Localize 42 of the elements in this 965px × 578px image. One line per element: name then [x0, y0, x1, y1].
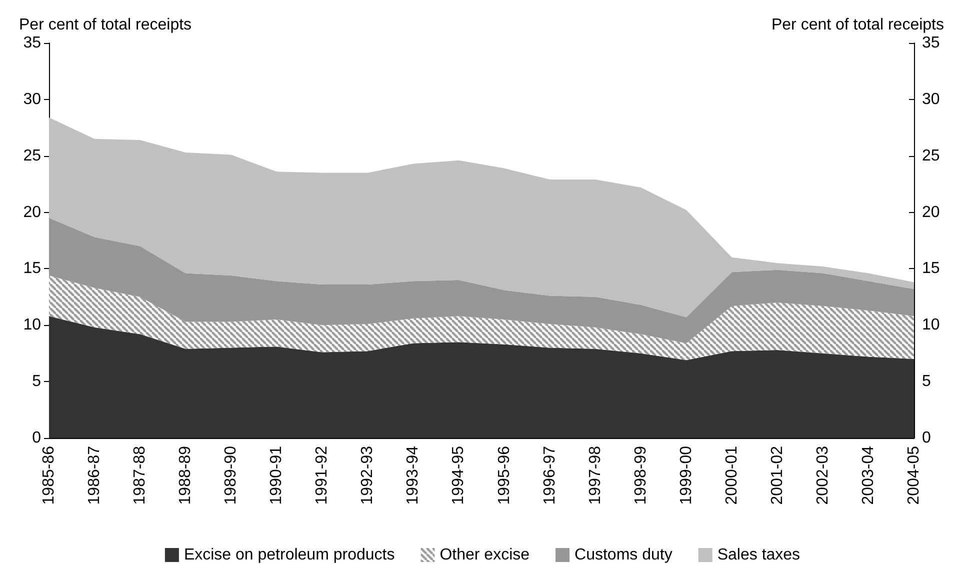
y2-tick-label: 20: [922, 204, 940, 221]
y-axis-title: Per cent of total receipts: [19, 16, 192, 34]
x-tick-label: 1997-98: [586, 446, 604, 505]
x-tick-label: 1988-89: [177, 446, 194, 505]
legend-label: Customs duty: [574, 546, 672, 564]
x-tick-label: 1991-92: [314, 446, 331, 505]
x-tick-label: 1996-97: [541, 446, 558, 505]
y-tick-label: 0: [32, 430, 42, 446]
y2-tick-label: 15: [922, 260, 940, 278]
x-tick-label: 1993-94: [404, 446, 422, 505]
y-tick-label: 15: [23, 260, 42, 278]
legend-label: Other excise: [440, 546, 530, 564]
x-tick-label: 1990-91: [268, 446, 286, 505]
x-tick-label: 1995-96: [496, 446, 513, 505]
x-tick-label: 1994-95: [450, 446, 468, 505]
x-tick-label: 2002-03: [814, 446, 832, 505]
x-tick-label: 1999-00: [678, 446, 695, 505]
x-tick-label: 1987-88: [132, 446, 149, 505]
y-tick-label: 10: [23, 316, 42, 334]
legend-label: Sales taxes: [717, 546, 800, 564]
x-tick-label: 1998-99: [632, 446, 650, 505]
legend-label: Excise on petroleum products: [184, 546, 395, 564]
y-tick-label: 30: [23, 90, 42, 108]
y2-tick-label: 30: [922, 90, 940, 108]
y2-tick-label: 25: [922, 147, 940, 164]
y-tick-label: 35: [23, 34, 42, 52]
x-tick-label: 2000-01: [723, 446, 740, 505]
x-tick-label: 1986-87: [86, 446, 104, 505]
x-tick-label: 1985-86: [40, 446, 58, 505]
x-tick-label: 1989-90: [222, 446, 240, 505]
y2-tick-label: 5: [922, 373, 931, 390]
x-tick-label: 1992-93: [359, 446, 376, 505]
y-tick-label: 20: [23, 204, 42, 221]
x-tick-label: 2003-04: [860, 446, 877, 505]
y2-tick-label: 35: [922, 34, 940, 52]
y2-tick-label: 0: [922, 430, 931, 446]
y-tick-label: 25: [23, 147, 42, 164]
y2-tick-label: 10: [922, 316, 940, 334]
y2-axis-title: Per cent of total receipts: [771, 16, 944, 34]
y-tick-label: 5: [32, 373, 42, 390]
x-tick-label: 2004-05: [906, 446, 922, 505]
x-tick-label: 2001-02: [768, 446, 786, 505]
